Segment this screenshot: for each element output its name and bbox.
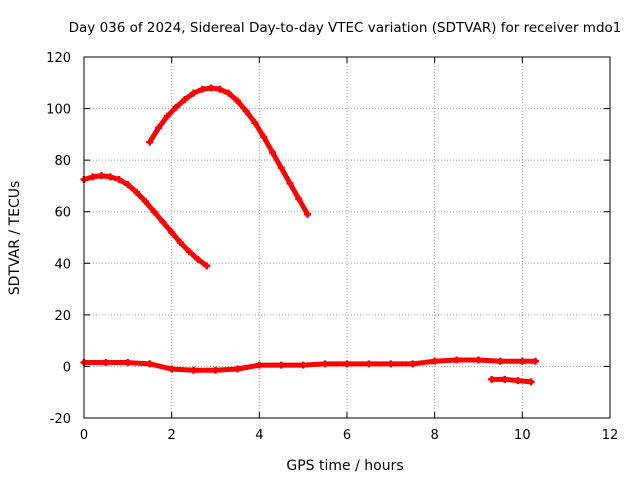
y-axis-label: SDTVAR / TECUs [7,181,23,296]
series-late-offset [488,375,535,386]
x-tick-label: 4 [255,428,263,443]
x-tick-label: 10 [514,428,531,443]
data-segment [410,358,438,367]
data-points [80,84,539,386]
axis-ticks: 0 2 4 6 8 10 12 -20 0 20 40 60 80 100 120 [46,51,618,443]
series-baseline [80,356,539,374]
data-point [304,210,312,218]
data-segment [252,120,267,140]
data-point [203,262,211,270]
data-segment [269,149,284,171]
data-segment [278,165,293,186]
x-tick-label: 12 [602,428,619,443]
data-segment [147,125,162,145]
data-segment [169,366,197,373]
y-tick-label: 20 [54,309,71,324]
y-tick-label: 80 [54,154,71,169]
data-segment [261,134,275,155]
x-tick-label: 8 [431,428,439,443]
y-tick-label: 0 [63,360,71,375]
series-arc-morning [80,172,211,270]
x-axis-label: GPS time / hours [286,458,403,474]
series-arc-midday [146,84,312,218]
data-segment [234,362,262,372]
y-tick-label: -20 [50,412,71,427]
data-segment [296,196,311,217]
data-segment [147,361,175,372]
x-tick-label: 0 [80,428,88,443]
data-segment [300,361,328,368]
x-tick-label: 2 [168,428,176,443]
y-tick-label: 60 [54,206,71,221]
data-segment [125,360,153,367]
data-point [527,378,535,386]
data-segment [287,180,302,202]
data-segment [432,357,460,364]
y-tick-label: 120 [46,51,71,66]
data-segment [476,357,503,364]
y-tick-label: 40 [54,257,71,272]
chart-title: Day 036 of 2024, Sidereal Day-to-day VTE… [69,20,622,36]
data-segment [213,366,240,373]
data-point [531,357,539,365]
y-tick-label: 100 [46,103,71,118]
x-tick-label: 6 [343,428,351,443]
